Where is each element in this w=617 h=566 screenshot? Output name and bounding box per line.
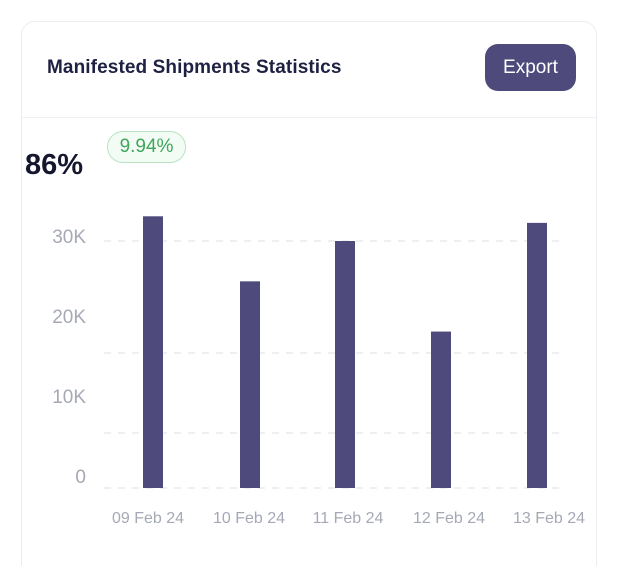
change-badge: 9.94%	[107, 131, 186, 163]
x-tick-label: 13 Feb 24	[513, 510, 585, 527]
x-tick-label: 10 Feb 24	[213, 510, 285, 527]
bar[interactable]	[431, 331, 451, 488]
x-tick-label: 11 Feb 24	[313, 510, 384, 527]
card-title: Manifested Shipments Statistics	[47, 57, 342, 78]
bar[interactable]	[143, 216, 163, 489]
y-tick-label: 20K	[52, 307, 86, 328]
x-tick-label: 12 Feb 24	[413, 510, 485, 527]
export-button[interactable]: Export	[485, 44, 576, 91]
y-tick-label: 10K	[52, 387, 86, 408]
bar[interactable]	[527, 222, 547, 489]
x-tick-label: 09 Feb 24	[112, 510, 184, 527]
bar[interactable]	[335, 241, 355, 488]
y-tick-label: 30K	[52, 227, 86, 248]
y-tick-label: 0	[75, 467, 86, 488]
shipments-stats-card: Manifested Shipments Statistics Export	[21, 21, 597, 566]
bar[interactable]	[240, 281, 260, 488]
card-header: Manifested Shipments Statistics Export	[22, 22, 596, 118]
summary-value: 86%	[25, 149, 84, 181]
